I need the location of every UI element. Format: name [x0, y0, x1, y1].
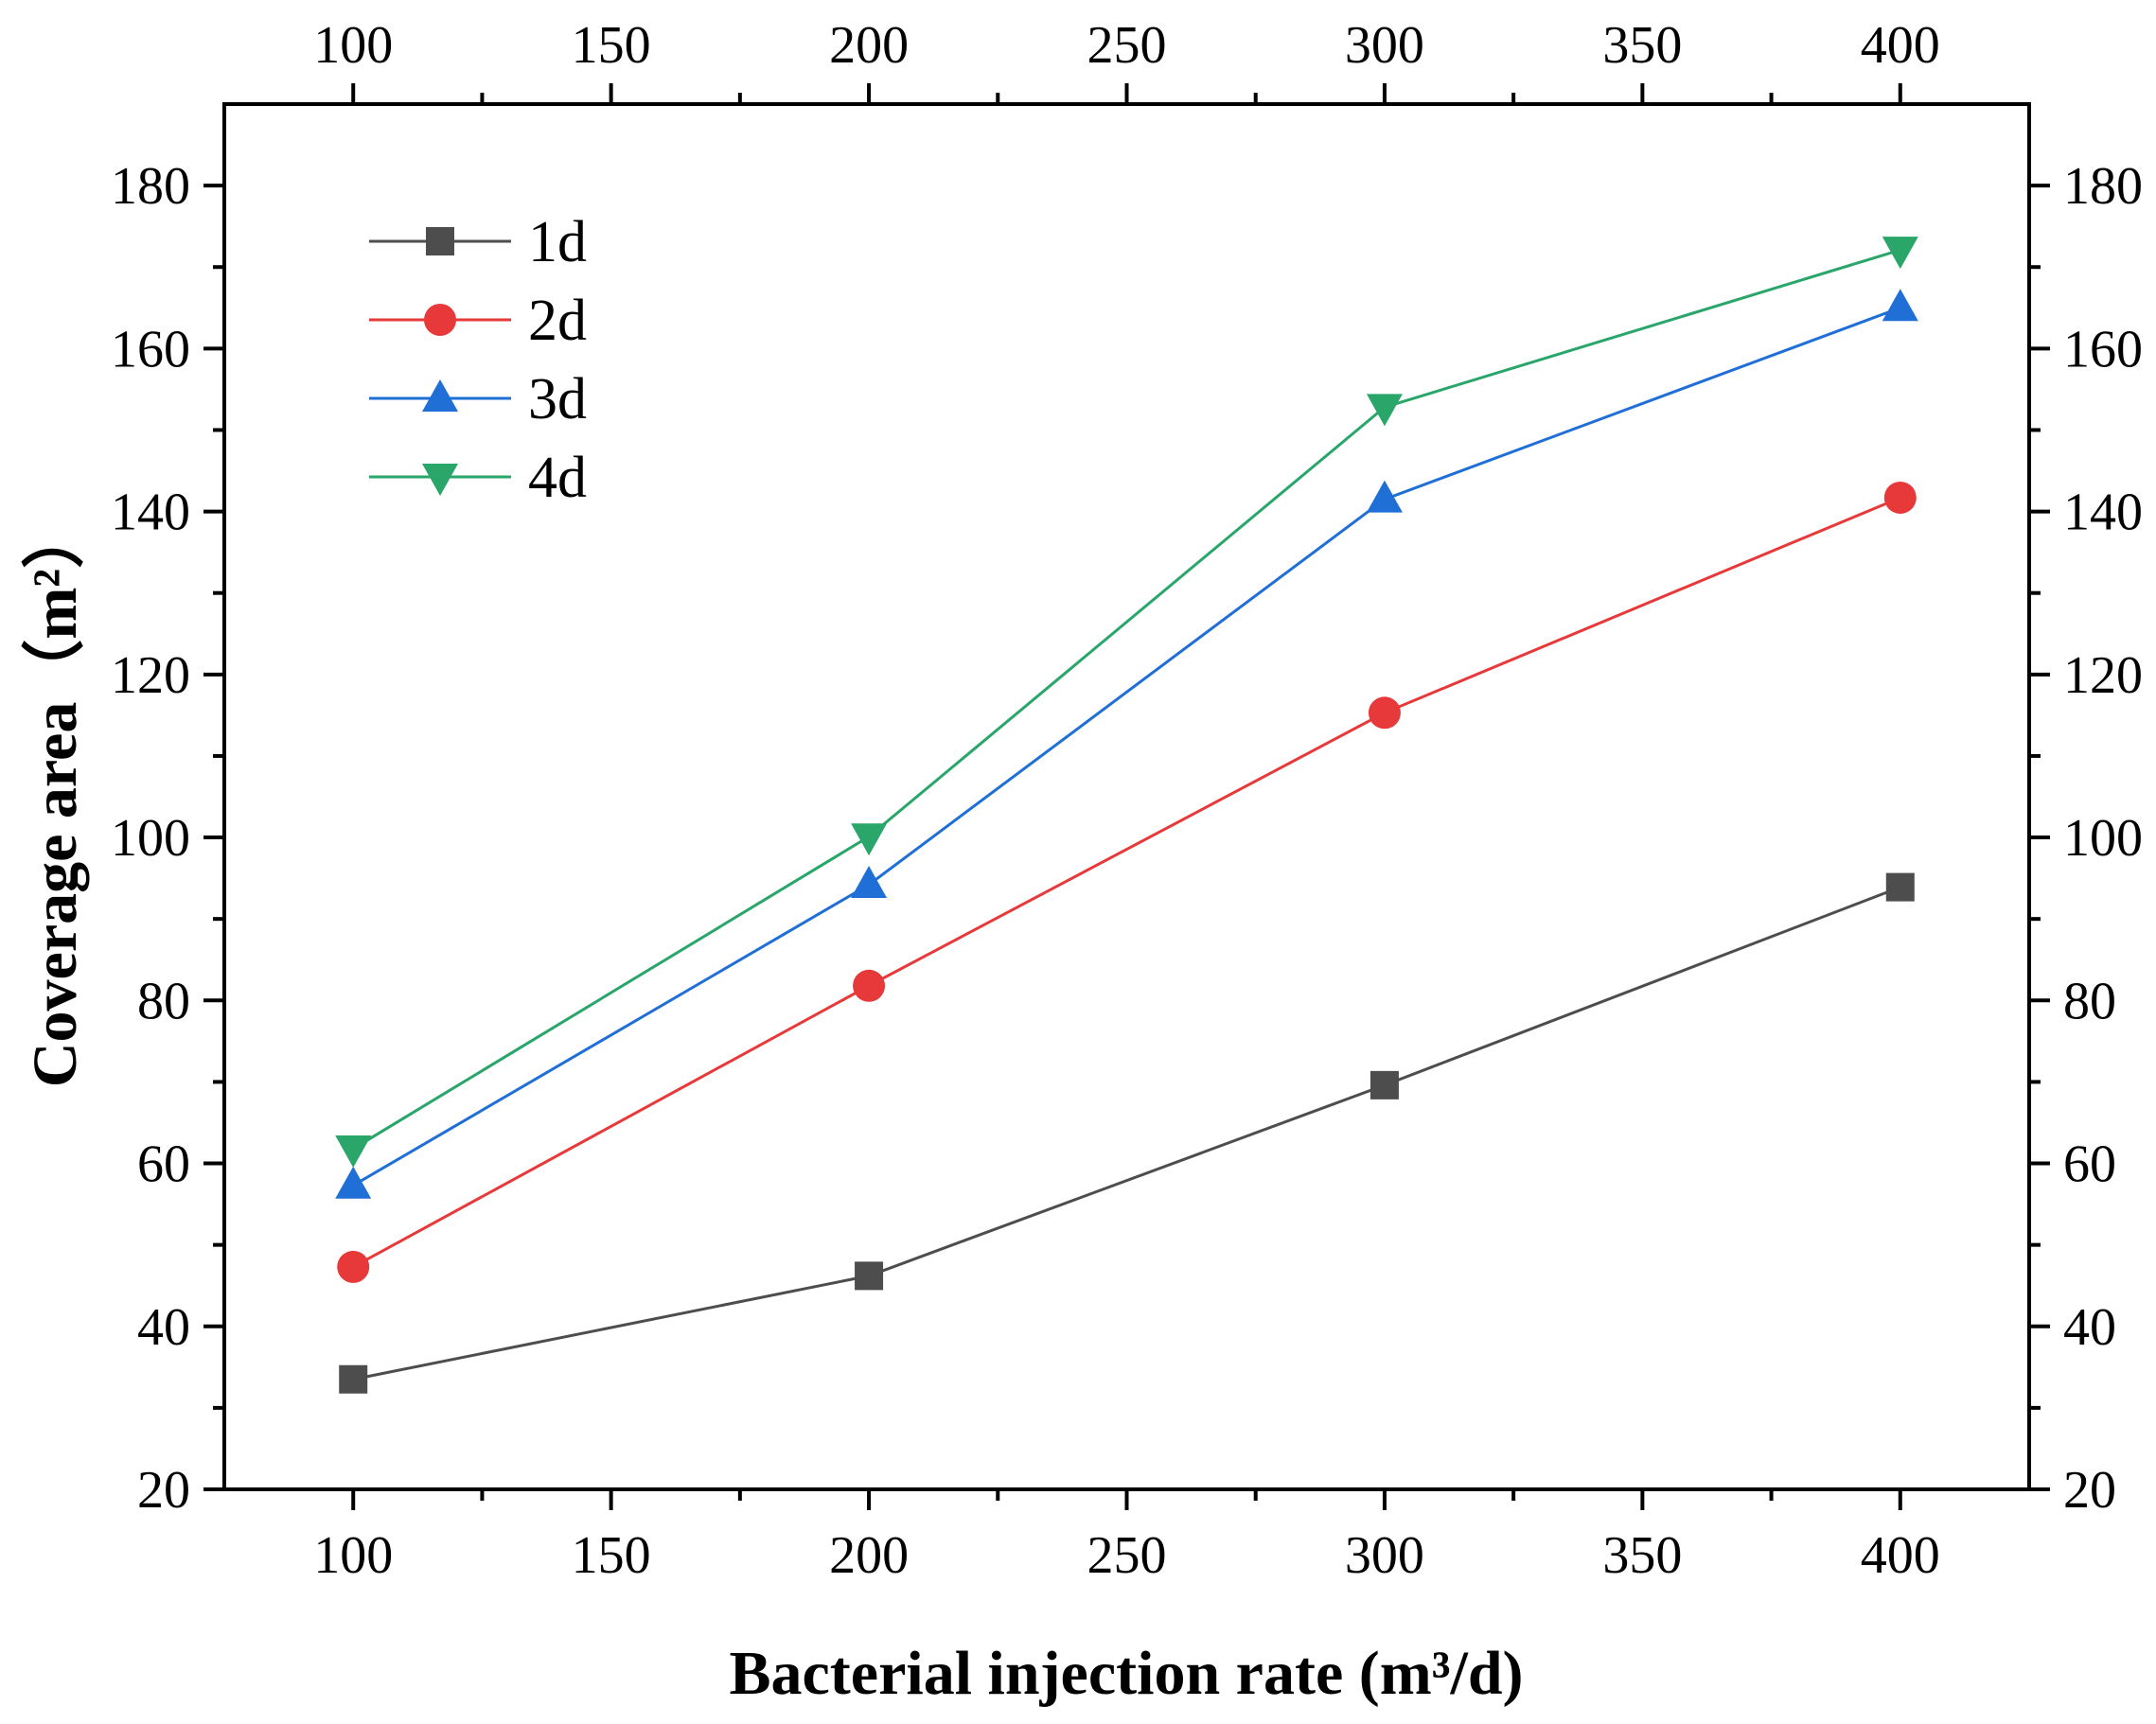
y-tick-label-right: 80 — [2063, 972, 2116, 1030]
x-tick-label-top: 250 — [1087, 16, 1167, 75]
series-line-3d — [352, 306, 1901, 1187]
series-1d — [339, 872, 1915, 1394]
data-point-3d — [335, 1166, 372, 1199]
x-tick-label-top: 300 — [1345, 16, 1424, 75]
tick-labels: 100 100 150 150 200 200 250 250 300 300 350 350 400 4… — [111, 16, 2143, 1585]
legend-label: 4d — [528, 446, 587, 510]
series-line-1d — [352, 886, 1901, 1381]
y-tick-label-right: 120 — [2063, 646, 2143, 705]
legend-item-4d: 4d — [369, 446, 587, 510]
data-point-1d — [1370, 1070, 1399, 1099]
x-tick-label-bottom: 100 — [313, 1526, 393, 1585]
legend-item-3d: 3d — [369, 367, 587, 431]
y-tick-label-right: 180 — [2063, 157, 2143, 216]
y-tick-label-left: 100 — [111, 809, 190, 868]
data-point-3d — [1882, 289, 1918, 322]
series-4d — [335, 237, 1918, 1169]
x-tick-label-top: 100 — [313, 16, 393, 75]
legend-swatch-marker — [424, 304, 456, 336]
y-tick-label-left: 180 — [111, 157, 190, 216]
legend: 1d 2d 3d 4d — [369, 210, 587, 510]
y-tick-label-left: 120 — [111, 646, 190, 705]
series-layer — [335, 237, 1918, 1394]
x-axis-title: Bacterial injection rate (m³/d) — [729, 1639, 1523, 1708]
series-3d — [335, 289, 1918, 1199]
data-point-4d — [1366, 394, 1403, 427]
data-point-4d — [335, 1135, 372, 1169]
y-tick-label-right: 140 — [2063, 484, 2143, 542]
x-tick-label-bottom: 300 — [1345, 1526, 1424, 1585]
y-tick-label-right: 100 — [2063, 809, 2143, 868]
x-tick-label-bottom: 250 — [1087, 1526, 1167, 1585]
y-tick-label-right: 20 — [2063, 1461, 2116, 1520]
y-tick-label-left: 140 — [111, 484, 190, 542]
x-tick-label-top: 400 — [1861, 16, 1940, 75]
legend-item-2d: 2d — [369, 289, 587, 353]
y-tick-label-right: 160 — [2063, 320, 2143, 378]
y-tick-label-right: 60 — [2063, 1135, 2116, 1194]
x-tick-label-top: 200 — [829, 16, 909, 75]
y-tick-label-left: 60 — [137, 1135, 190, 1194]
x-tick-label-bottom: 200 — [829, 1526, 909, 1585]
data-point-2d — [337, 1250, 370, 1283]
legend-label: 1d — [528, 210, 587, 274]
data-point-2d — [1883, 481, 1917, 514]
series-line-2d — [352, 496, 1901, 1269]
series-2d — [337, 481, 1917, 1283]
legend-label: 2d — [528, 289, 587, 353]
data-point-1d — [1885, 872, 1915, 902]
y-tick-label-left: 40 — [137, 1298, 190, 1357]
y-tick-label-left: 80 — [137, 972, 190, 1030]
data-point-2d — [853, 969, 886, 1002]
x-tick-label-bottom: 150 — [572, 1526, 651, 1585]
legend-swatch-marker — [422, 379, 458, 412]
x-tick-label-top: 350 — [1602, 16, 1682, 75]
x-tick-label-bottom: 400 — [1861, 1526, 1940, 1585]
legend-item-1d: 1d — [369, 210, 587, 274]
y-tick-label-left: 20 — [137, 1461, 190, 1520]
data-point-3d — [851, 866, 888, 899]
legend-swatch-marker — [426, 227, 454, 255]
y-tick-label-right: 40 — [2063, 1298, 2116, 1357]
y-axis-title: Coverage area（m²） — [20, 506, 90, 1087]
plot-frame — [222, 102, 2031, 1491]
y-tick-label-left: 160 — [111, 320, 190, 378]
x-tick-label-top: 150 — [572, 16, 651, 75]
data-point-1d — [855, 1261, 884, 1291]
series-line-4d — [352, 248, 1901, 1151]
tick-marks — [203, 83, 2050, 1510]
legend-swatch-marker — [422, 464, 458, 496]
data-point-4d — [851, 823, 888, 856]
legend-label: 3d — [528, 367, 587, 431]
x-tick-label-bottom: 350 — [1602, 1526, 1682, 1585]
data-point-1d — [339, 1364, 368, 1394]
data-point-2d — [1368, 696, 1401, 730]
data-point-4d — [1882, 237, 1918, 270]
data-point-3d — [1366, 480, 1403, 513]
